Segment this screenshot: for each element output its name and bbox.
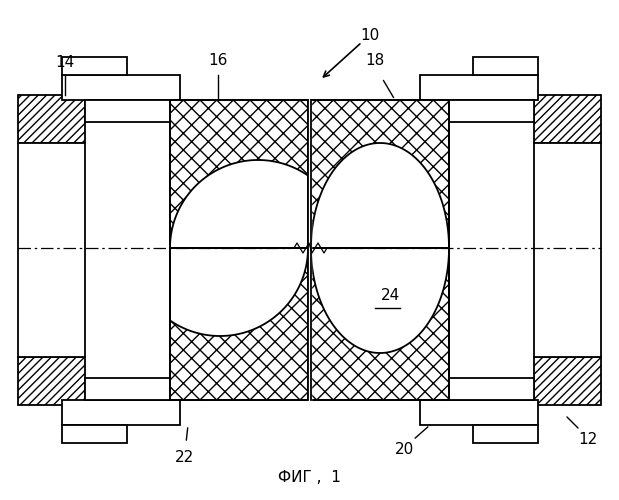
Polygon shape [62, 57, 127, 75]
Text: 14: 14 [55, 55, 75, 70]
Polygon shape [85, 378, 170, 400]
Polygon shape [311, 143, 449, 248]
Text: 16: 16 [209, 53, 228, 68]
Polygon shape [534, 143, 601, 357]
Polygon shape [409, 100, 449, 400]
Polygon shape [534, 95, 601, 143]
Polygon shape [170, 248, 308, 336]
Polygon shape [85, 100, 170, 122]
Text: 12: 12 [578, 432, 597, 447]
Polygon shape [311, 248, 449, 353]
Polygon shape [473, 425, 538, 443]
Polygon shape [62, 75, 180, 100]
Polygon shape [449, 100, 534, 122]
Text: 18: 18 [365, 53, 384, 68]
Polygon shape [62, 400, 180, 425]
Polygon shape [62, 425, 127, 443]
Text: 22: 22 [175, 450, 194, 465]
Polygon shape [311, 100, 449, 400]
Text: ФИГ ,  1: ФИГ , 1 [277, 470, 340, 485]
Polygon shape [420, 400, 538, 425]
Polygon shape [420, 75, 538, 100]
Polygon shape [18, 143, 85, 357]
Polygon shape [534, 357, 601, 405]
Text: 24: 24 [380, 288, 400, 302]
Polygon shape [18, 95, 85, 143]
Text: 20: 20 [396, 442, 415, 457]
Polygon shape [170, 100, 210, 400]
Text: 10: 10 [360, 28, 379, 43]
Polygon shape [170, 160, 308, 248]
Polygon shape [18, 357, 85, 405]
Polygon shape [449, 378, 534, 400]
Polygon shape [473, 57, 538, 75]
Polygon shape [170, 100, 308, 400]
